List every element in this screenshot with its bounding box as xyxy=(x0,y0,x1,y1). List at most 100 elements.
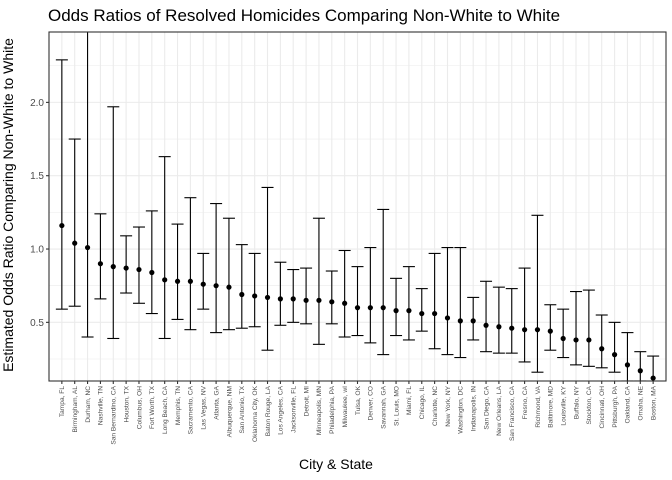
y-tick-label: 1.0 xyxy=(30,245,44,256)
x-tick-label: Milwaukee, wI xyxy=(342,386,349,428)
x-tick-label: Detroit, MI xyxy=(303,386,310,417)
data-point xyxy=(149,269,155,276)
x-tick-label: Birmingham, AL xyxy=(72,386,79,433)
x-tick-label: Philadelphia, PA xyxy=(329,385,336,433)
x-tick-label: Richmond, VA xyxy=(535,385,542,427)
x-tick-label: Tampa, FL xyxy=(59,386,66,417)
x-tick-label: San Antonio, TX xyxy=(239,385,246,433)
x-tick-label: Minneapolis, MN xyxy=(316,386,323,435)
x-tick-label: San Diego, CA xyxy=(483,385,490,429)
chart-title: Odds Ratios of Resolved Homicides Compar… xyxy=(48,6,561,25)
data-point xyxy=(624,362,631,368)
data-point xyxy=(637,368,643,374)
data-point xyxy=(560,335,566,342)
x-tick-label: Washington, DC xyxy=(458,386,465,434)
data-point xyxy=(252,293,258,299)
x-tick-label: Chicago, IL xyxy=(419,386,426,420)
data-point xyxy=(419,310,425,317)
y-tick-label: 1.5 xyxy=(30,171,44,182)
x-tick-label: Buffalo, NY xyxy=(573,385,580,419)
x-tick-label: Las Vegas, NV xyxy=(201,385,208,429)
x-tick-label: Durham, NC xyxy=(85,386,92,423)
x-tick-label: Oklahoma City, OK xyxy=(252,385,259,442)
data-point xyxy=(611,352,618,358)
data-point xyxy=(573,337,579,343)
axes: 0.5 1.0 1.5 2.0 Tampa, FL Birmingham, AL Durha… xyxy=(30,98,657,445)
data-point xyxy=(457,318,463,324)
x-tick-label: Charlotte, NC xyxy=(432,386,439,426)
data-point xyxy=(162,277,168,283)
data-point xyxy=(599,346,605,352)
data-point xyxy=(136,266,142,273)
x-tick-label: Houston, TX xyxy=(123,385,130,422)
data-point xyxy=(547,328,553,334)
x-tick-label: Fort Worth, TX xyxy=(149,385,156,429)
data-point xyxy=(174,278,181,284)
y-tick-label: 2.0 xyxy=(30,98,44,109)
data-point xyxy=(200,281,206,287)
x-tick-label: Savannah, GA xyxy=(381,385,388,428)
data-point xyxy=(97,261,104,267)
data-point xyxy=(303,297,309,303)
data-point xyxy=(586,337,592,343)
y-tick-label: 0.5 xyxy=(30,318,44,329)
x-tick-label: Tulsa, OK xyxy=(355,385,362,415)
x-tick-label: Jacksonville, FL xyxy=(291,386,298,433)
data-point xyxy=(380,305,386,311)
data-point xyxy=(59,222,65,229)
data-point xyxy=(470,318,476,324)
x-tick-label: Stockton, CA xyxy=(586,385,593,424)
data-point xyxy=(393,308,399,314)
x-tick-label: Albuquerque, NM xyxy=(226,386,233,437)
x-tick-label: Atlanta, GA xyxy=(213,385,220,419)
data-point xyxy=(522,327,528,333)
data-point xyxy=(226,284,232,290)
x-tick-label: Pittsburgh, PA xyxy=(612,385,619,427)
data-point xyxy=(277,296,283,302)
data-point xyxy=(650,375,656,381)
data-point xyxy=(367,305,373,311)
data-point xyxy=(110,264,116,270)
data-point xyxy=(264,294,271,301)
data-point xyxy=(290,296,296,302)
data-layer xyxy=(55,32,660,381)
x-tick-label: Louisville, KY xyxy=(560,385,567,425)
x-tick-label: Columbus, OH xyxy=(136,386,143,429)
data-point xyxy=(406,308,412,314)
x-tick-label: St. Louis, MO xyxy=(393,386,400,426)
x-tick-label: Denver, CO xyxy=(368,386,375,420)
x-tick-label: Long Beach, CA xyxy=(162,385,169,434)
data-point xyxy=(123,265,129,271)
x-tick-label: Baton Rouge, LA xyxy=(265,385,272,436)
x-tick-label: Boston, MA xyxy=(650,385,657,420)
data-point xyxy=(432,310,438,317)
x-axis-title: City & State xyxy=(299,456,373,472)
data-point xyxy=(483,322,489,328)
data-point xyxy=(354,305,361,311)
x-tick-label: Fresno, CA xyxy=(522,385,529,419)
data-point xyxy=(316,297,322,303)
data-point xyxy=(496,324,502,330)
data-point xyxy=(342,300,348,306)
data-point xyxy=(534,327,541,333)
data-point xyxy=(187,278,193,284)
x-tick-label: New Orleans, LA xyxy=(496,385,503,435)
data-point xyxy=(239,291,245,298)
x-tick-label: Memphis, TN xyxy=(175,386,182,425)
data-point xyxy=(329,299,335,305)
x-tick-label: Miami, FL xyxy=(406,386,413,415)
x-tick-label: Oakland, CA xyxy=(625,385,632,423)
data-point xyxy=(72,240,78,246)
x-tick-label: San Francisco, CA xyxy=(509,385,516,441)
x-tick-label: Indianapolis, IN xyxy=(470,386,477,432)
x-tick-label: Baltimore, MD xyxy=(548,386,555,428)
x-tick-label: New York, NY xyxy=(445,385,452,426)
x-tick-label: Los Angeles, CA xyxy=(278,385,285,434)
data-point xyxy=(213,283,219,289)
x-tick-label: San Bernardino, CA xyxy=(111,385,118,444)
data-point xyxy=(84,244,91,251)
x-tick-label: Nashville, TN xyxy=(98,386,105,425)
data-point xyxy=(509,325,515,331)
x-tick-label: Sacramento, CA xyxy=(188,385,195,434)
